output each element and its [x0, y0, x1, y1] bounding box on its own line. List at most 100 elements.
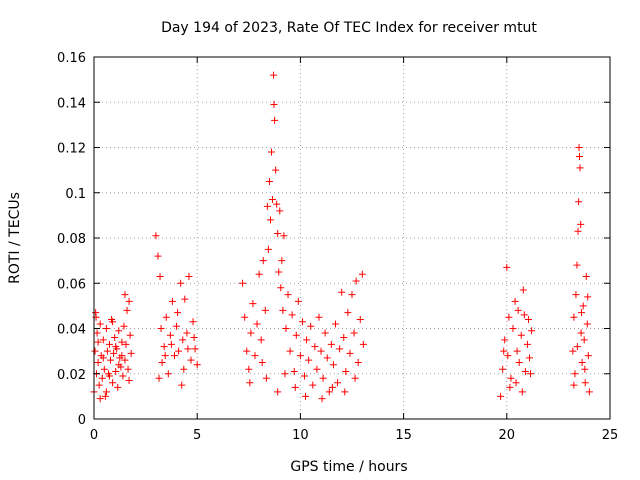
data-point: [570, 381, 578, 389]
data-point: [274, 388, 282, 396]
data-point: [270, 71, 278, 79]
data-point: [284, 291, 292, 299]
data-point: [114, 383, 122, 391]
y-tick-label: 0.02: [57, 368, 86, 383]
data-point: [101, 392, 109, 400]
data-point: [127, 349, 135, 357]
data-point: [280, 232, 288, 240]
data-point: [107, 356, 115, 364]
data-point: [109, 379, 117, 387]
data-point: [570, 313, 578, 321]
data-point: [170, 352, 178, 360]
axis-ticks: 0 5 10 15 20 25 0 0.02 0.04 0.06 0.08 0.1 0.12 0.14 0.…: [57, 51, 618, 443]
data-point: [503, 263, 511, 271]
data-point: [181, 295, 189, 303]
data-point: [261, 306, 269, 314]
data-point: [173, 322, 181, 330]
data-point: [164, 370, 172, 378]
data-point: [263, 202, 271, 210]
data-point: [246, 379, 254, 387]
data-point: [288, 311, 296, 319]
data-point: [189, 318, 197, 326]
data-point: [520, 311, 528, 319]
data-point: [575, 198, 583, 206]
data-point: [121, 291, 129, 299]
data-point: [272, 166, 280, 174]
data-point: [96, 320, 104, 328]
plot-frame: [93, 56, 611, 420]
data-point: [524, 315, 532, 323]
data-point: [521, 367, 529, 375]
data-point: [585, 388, 593, 396]
data-point: [264, 245, 272, 253]
data-point: [581, 379, 589, 387]
data-point: [511, 297, 519, 305]
data-point: [578, 358, 586, 366]
data-point: [118, 338, 126, 346]
data-point: [331, 320, 339, 328]
data-point: [329, 361, 337, 369]
data-point: [154, 252, 162, 260]
data-point: [94, 358, 102, 366]
data-point: [338, 288, 346, 296]
data-point: [122, 340, 130, 348]
data-point: [152, 232, 160, 240]
data-point: [184, 345, 192, 353]
data-point: [193, 361, 201, 369]
y-tick-label: 0.06: [57, 277, 86, 292]
data-point: [497, 392, 505, 400]
y-tick-label: 0: [78, 413, 86, 428]
data-point: [578, 309, 586, 317]
data-point: [103, 347, 111, 355]
data-point: [573, 343, 581, 351]
data-point: [328, 383, 336, 391]
data-point: [327, 340, 335, 348]
data-point: [179, 336, 187, 344]
data-point: [507, 374, 515, 382]
data-point: [167, 340, 175, 348]
data-point: [158, 358, 166, 366]
data-point: [523, 340, 531, 348]
data-point: [512, 379, 520, 387]
data-point: [109, 318, 117, 326]
data-point: [120, 322, 128, 330]
data-point: [572, 291, 580, 299]
data-point: [499, 365, 507, 373]
data-point: [92, 309, 100, 317]
data-point: [100, 365, 108, 373]
data-point: [156, 272, 164, 280]
data-point: [125, 377, 133, 385]
data-point: [175, 347, 183, 355]
data-point: [266, 216, 274, 224]
data-point: [575, 153, 583, 161]
x-tick-label: 15: [395, 428, 412, 443]
data-point: [191, 345, 199, 353]
data-point: [311, 343, 319, 351]
data-point: [270, 101, 278, 109]
data-point: [517, 331, 525, 339]
y-axis-label: ROTI / TECUs: [7, 192, 23, 284]
data-point: [336, 345, 344, 353]
data-point: [358, 270, 366, 278]
data-point: [166, 331, 174, 339]
data-point: [515, 358, 523, 366]
data-point: [94, 338, 102, 346]
data-point: [582, 272, 590, 280]
data-point: [574, 227, 582, 235]
x-tick-label: 25: [602, 428, 619, 443]
data-point: [119, 372, 127, 380]
data-point: [344, 309, 352, 317]
data-point: [356, 315, 364, 323]
data-point: [307, 322, 315, 330]
chart-title: Day 194 of 2023, Rate Of TEC Index for r…: [161, 20, 537, 36]
data-point: [569, 347, 577, 355]
data-point: [102, 388, 110, 396]
data-point: [265, 177, 273, 185]
data-point: [253, 320, 261, 328]
data-point: [174, 309, 182, 317]
data-point: [269, 196, 277, 204]
data-point: [185, 272, 193, 280]
data-point: [275, 268, 283, 276]
data-point: [301, 372, 309, 380]
